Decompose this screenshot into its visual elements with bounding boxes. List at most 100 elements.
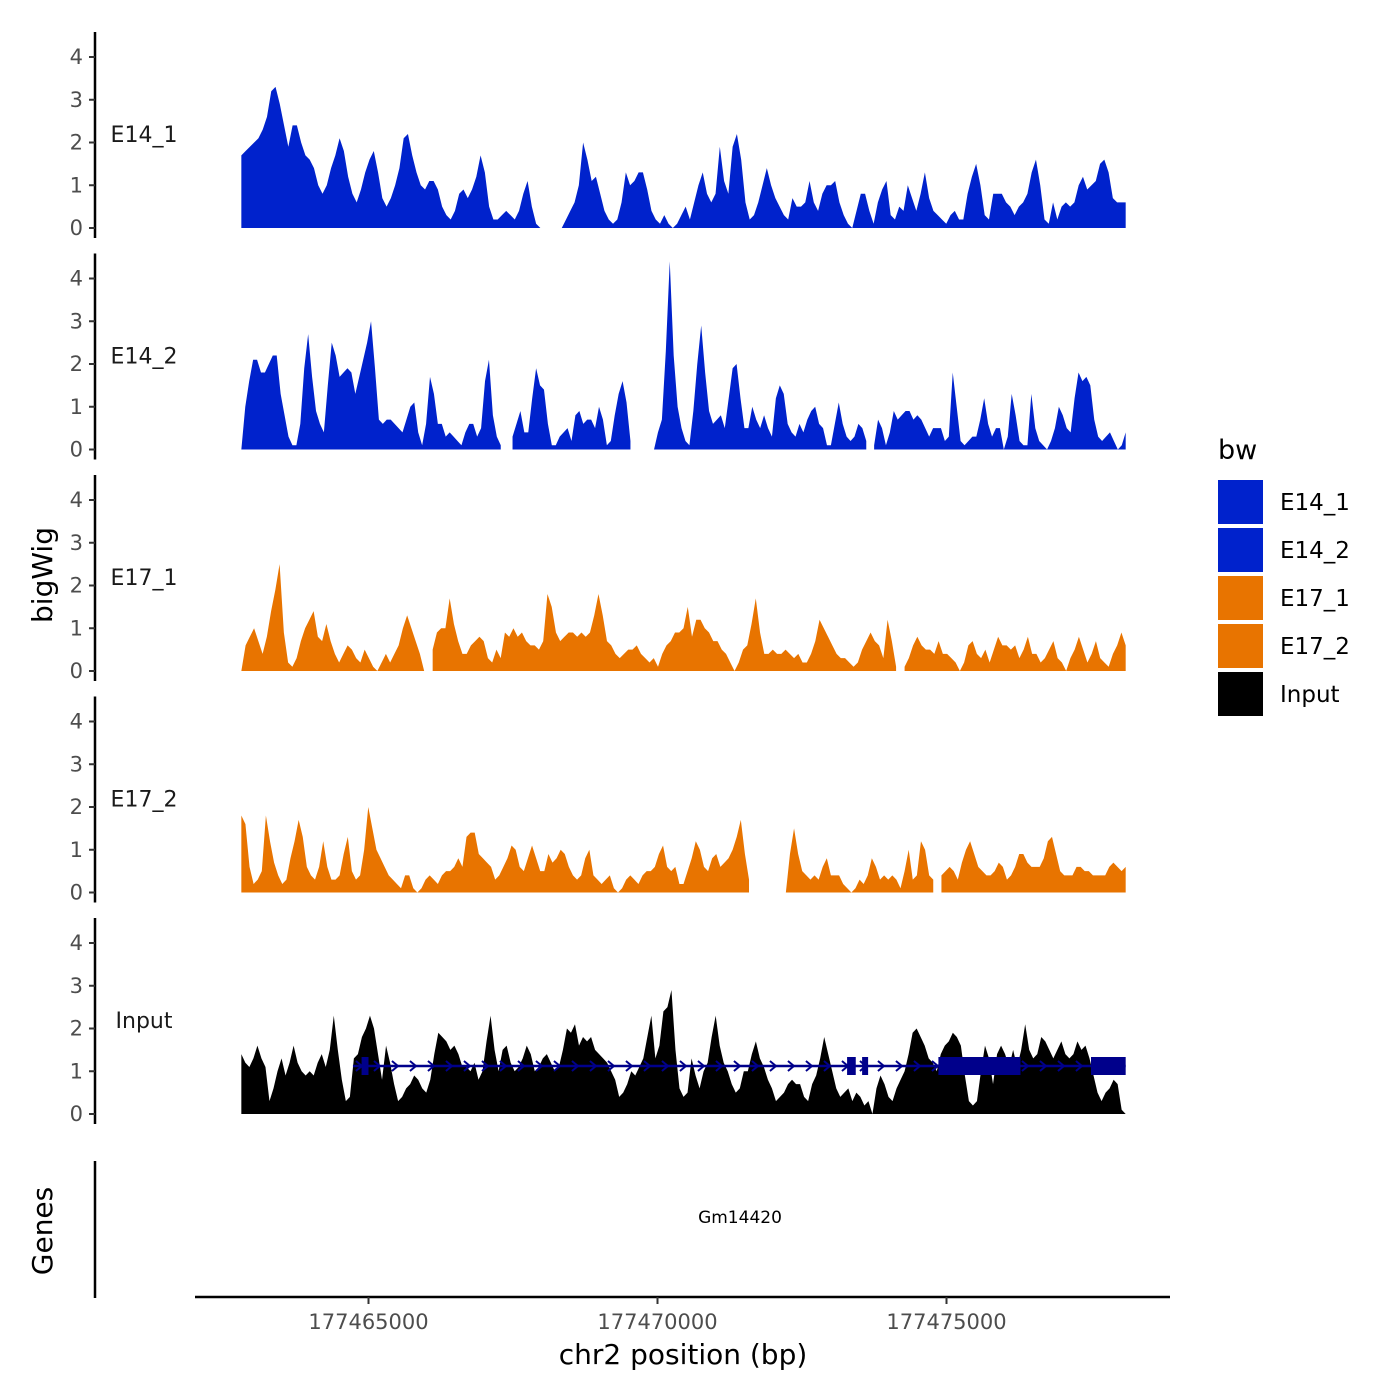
strand-arrow (553, 1060, 562, 1072)
strand-arrow (751, 1060, 760, 1072)
y-tick-label: 1 (70, 838, 83, 862)
strand-arrow (697, 1060, 706, 1072)
strand-arrow (643, 1060, 652, 1072)
y-tick-label: 2 (70, 1017, 83, 1041)
y-tick-label: 4 (70, 488, 83, 512)
strand-arrow (373, 1060, 382, 1072)
strand-arrow (679, 1060, 688, 1072)
x-axis-title: chr2 position (bp) (559, 1338, 808, 1371)
track-label: Input (116, 1009, 173, 1034)
strand-arrow (877, 1060, 886, 1072)
y-tick-label: 1 (70, 395, 83, 419)
y-tick-label: 3 (70, 88, 83, 112)
legend-label: E14_2 (1280, 538, 1350, 564)
strand-arrow (769, 1060, 778, 1072)
x-axis: 177465000 177470000 177475000 (195, 1295, 1170, 1334)
strand-arrow (1075, 1060, 1084, 1072)
strand-arrow (463, 1060, 472, 1072)
y-tick-label: 3 (70, 531, 83, 555)
strand-arrow (607, 1060, 616, 1072)
strand-arrow (805, 1060, 814, 1072)
coverage-area (241, 807, 750, 893)
strand-arrow (823, 1060, 832, 1072)
coverage-area (874, 372, 1126, 450)
legend-swatch (1218, 480, 1263, 524)
x-tick-label: 177470000 (597, 1310, 717, 1334)
y-tick-label: 2 (70, 131, 83, 155)
y-tick-label: 0 (70, 438, 83, 462)
strand-arrow (499, 1060, 508, 1072)
coverage-area (241, 321, 501, 450)
y-tick-label: 1 (70, 173, 83, 197)
gene-exon (361, 1057, 369, 1075)
strand-arrow (445, 1060, 454, 1072)
strand-arrow (625, 1060, 634, 1072)
x-tick-label: 177475000 (886, 1310, 1006, 1334)
y-tick-label: 1 (70, 616, 83, 640)
y-tick-label: 0 (70, 216, 83, 240)
coverage-area (785, 828, 934, 893)
y-tick-label: 4 (70, 931, 83, 955)
track-label: E17_1 (111, 566, 178, 591)
coverage-area (654, 261, 867, 450)
coverage-area (512, 368, 631, 450)
strand-arrow (517, 1060, 526, 1072)
strand-arrow (409, 1060, 418, 1072)
legend-label: E17_2 (1280, 634, 1350, 660)
track-panel-e14-2: 0 1 2 3 4 E14_2 (70, 253, 1126, 462)
track-panel-e17-2: 0 1 2 3 4 E17_2 (70, 696, 1126, 905)
gene-gm14420: Gm14420 (352, 1057, 1126, 1228)
legend-title: bw (1218, 435, 1257, 466)
y-tick-label: 0 (70, 659, 83, 683)
strand-arrow (661, 1060, 670, 1072)
track-label: E17_2 (111, 788, 178, 813)
track-panel-e17-1: 0 1 2 3 4 E17_1 (70, 475, 1126, 683)
legend: bw E14_1 E14_2 E17_1 E17_2 Input (1218, 435, 1350, 716)
coverage-area (432, 594, 897, 671)
y-tick-label: 2 (70, 795, 83, 819)
strand-arrow (733, 1060, 742, 1072)
strand-arrow (481, 1060, 490, 1072)
strand-arrow (895, 1060, 904, 1072)
y-tick-label: 4 (70, 710, 83, 734)
legend-label: E14_1 (1280, 490, 1350, 516)
strand-arrow (931, 1060, 940, 1072)
coverage-area (241, 990, 1126, 1114)
coverage-area (561, 133, 1126, 228)
y-tick-label: 0 (70, 1102, 83, 1126)
coverage-tracks: 0 1 2 3 4 E14_1 0 1 2 3 4 E14_2 0 1 2 3 4 E17_1 0 1 2 3 4 E17_2… (70, 32, 1126, 1126)
genes-track-title: Genes (26, 1187, 59, 1275)
coverage-area (241, 564, 425, 671)
legend-label: Input (1280, 682, 1340, 708)
gene-name-label: Gm14420 (698, 1208, 782, 1228)
gene-exon (1091, 1057, 1126, 1075)
y-tick-label: 2 (70, 574, 83, 598)
strand-arrow (391, 1060, 400, 1072)
strand-arrow (715, 1060, 724, 1072)
strand-arrow (571, 1060, 580, 1072)
coverage-area (241, 86, 541, 229)
strand-arrow (1057, 1060, 1066, 1072)
gene-exon (847, 1057, 856, 1075)
strand-arrow (1039, 1060, 1048, 1072)
strand-arrow (589, 1060, 598, 1072)
y-tick-label: 1 (70, 1059, 83, 1083)
y-tick-label: 4 (70, 45, 83, 69)
legend-swatch (1218, 624, 1263, 668)
gene-exon (938, 1057, 1021, 1075)
track-label: E14_2 (111, 345, 178, 370)
y-tick-label: 2 (70, 352, 83, 376)
strand-arrow (1021, 1060, 1030, 1072)
x-tick-label: 177465000 (308, 1310, 428, 1334)
legend-swatch (1218, 576, 1263, 620)
strand-arrow (535, 1060, 544, 1072)
legend-swatch (1218, 672, 1263, 716)
y-tick-label: 4 (70, 267, 83, 291)
legend-swatch (1218, 528, 1263, 572)
gene-track: Gm14420 (93, 1057, 1126, 1298)
track-panel-input: 0 1 2 3 4 Input (70, 918, 1126, 1126)
y-tick-label: 0 (70, 881, 83, 905)
legend-label: E17_1 (1280, 586, 1350, 612)
gene-exon (862, 1057, 869, 1075)
